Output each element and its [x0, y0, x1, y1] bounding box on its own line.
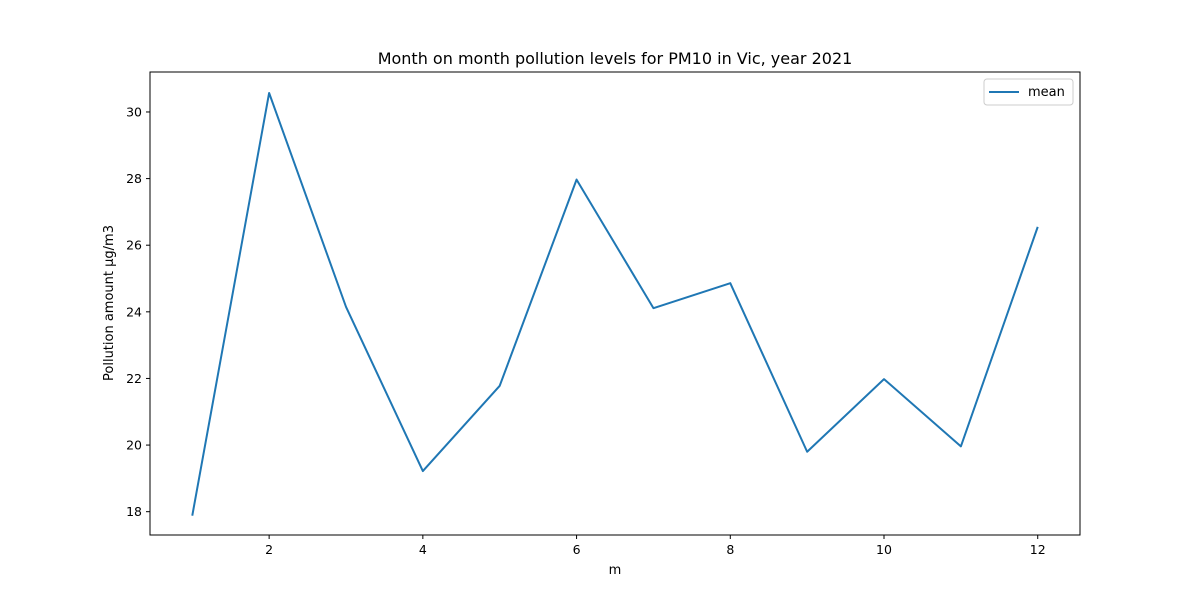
x-tick-label: 12 — [1030, 542, 1046, 557]
y-axis-ticks: 18 20 22 24 26 28 30 — [126, 104, 150, 519]
x-tick-label: 8 — [726, 542, 734, 557]
x-axis-label: m — [609, 563, 622, 578]
x-axis-ticks: 2 4 6 8 10 12 — [265, 535, 1046, 557]
y-tick-label: 24 — [126, 304, 142, 319]
legend: mean — [983, 78, 1074, 106]
x-tick-label: 10 — [876, 542, 892, 557]
legend-box — [983, 78, 1074, 106]
y-tick-label: 22 — [126, 371, 142, 386]
y-axis-label: Pollution amount µg/m3 — [102, 225, 117, 381]
plot-frame — [149, 71, 1081, 536]
y-tick-label: 20 — [126, 438, 142, 453]
x-tick-label: 2 — [265, 542, 273, 557]
y-tick-label: 28 — [126, 171, 142, 186]
x-tick-label: 4 — [419, 542, 427, 557]
y-tick-label: 18 — [126, 504, 142, 519]
series-group — [191, 91, 1039, 516]
series-line-mean — [191, 91, 1039, 516]
y-tick-label: 30 — [126, 104, 142, 119]
legend-label-mean: mean — [1028, 85, 1065, 100]
chart-title: Month on month pollution levels for PM10… — [378, 49, 853, 68]
x-tick-label: 6 — [573, 542, 581, 557]
y-tick-label: 26 — [126, 238, 142, 253]
